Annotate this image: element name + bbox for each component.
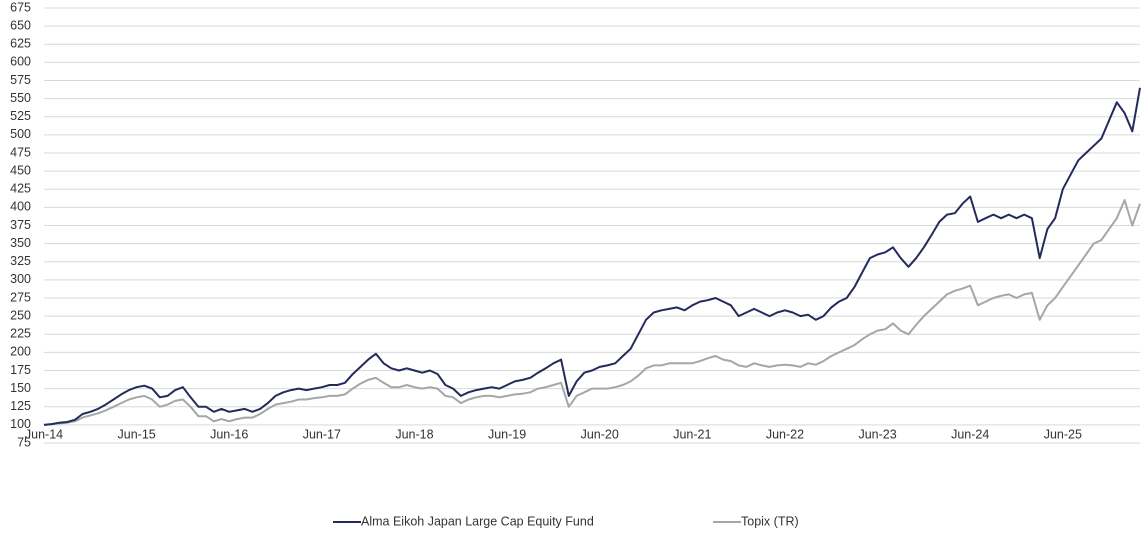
y-tick-label: 475 bbox=[10, 145, 31, 159]
x-tick-label: Jun-18 bbox=[395, 427, 433, 441]
y-tick-label: 500 bbox=[10, 127, 31, 141]
y-tick-label: 125 bbox=[10, 399, 31, 413]
series-line bbox=[43, 199, 1141, 426]
y-tick-label: 75 bbox=[17, 435, 31, 449]
y-tick-label: 175 bbox=[10, 363, 31, 377]
x-tick-label: Jun-24 bbox=[951, 427, 989, 441]
x-tick-label: Jun-25 bbox=[1044, 427, 1082, 441]
y-tick-label: 325 bbox=[10, 254, 31, 268]
x-tick-label: Jun-19 bbox=[488, 427, 526, 441]
legend-label: Topix (TR) bbox=[741, 514, 799, 528]
series-line bbox=[43, 87, 1141, 426]
legend-label: Alma Eikoh Japan Large Cap Equity Fund bbox=[361, 514, 594, 528]
y-tick-label: 450 bbox=[10, 163, 31, 177]
y-tick-label: 400 bbox=[10, 200, 31, 214]
y-tick-label: 625 bbox=[10, 37, 31, 51]
y-tick-label: 550 bbox=[10, 91, 31, 105]
x-tick-label: Jun-22 bbox=[766, 427, 804, 441]
x-tick-label: Jun-20 bbox=[581, 427, 619, 441]
y-tick-label: 250 bbox=[10, 308, 31, 322]
y-tick-label: 675 bbox=[10, 0, 31, 14]
y-tick-label: 650 bbox=[10, 18, 31, 32]
y-tick-label: 350 bbox=[10, 236, 31, 250]
x-tick-label: Jun-17 bbox=[303, 427, 341, 441]
y-tick-label: 425 bbox=[10, 182, 31, 196]
y-tick-label: 100 bbox=[10, 417, 31, 431]
y-tick-label: 600 bbox=[10, 55, 31, 69]
x-tick-label: Jun-15 bbox=[118, 427, 156, 441]
y-tick-label: 300 bbox=[10, 272, 31, 286]
y-tick-label: 225 bbox=[10, 327, 31, 341]
y-tick-label: 375 bbox=[10, 218, 31, 232]
x-tick-label: Jun-16 bbox=[210, 427, 248, 441]
x-tick-label: Jun-23 bbox=[858, 427, 896, 441]
y-tick-label: 200 bbox=[10, 345, 31, 359]
y-tick-label: 275 bbox=[10, 290, 31, 304]
y-tick-label: 525 bbox=[10, 109, 31, 123]
x-tick-label: Jun-21 bbox=[673, 427, 711, 441]
x-tick-label: Jun-14 bbox=[25, 427, 63, 441]
y-tick-label: 575 bbox=[10, 73, 31, 87]
y-tick-label: 150 bbox=[10, 381, 31, 395]
